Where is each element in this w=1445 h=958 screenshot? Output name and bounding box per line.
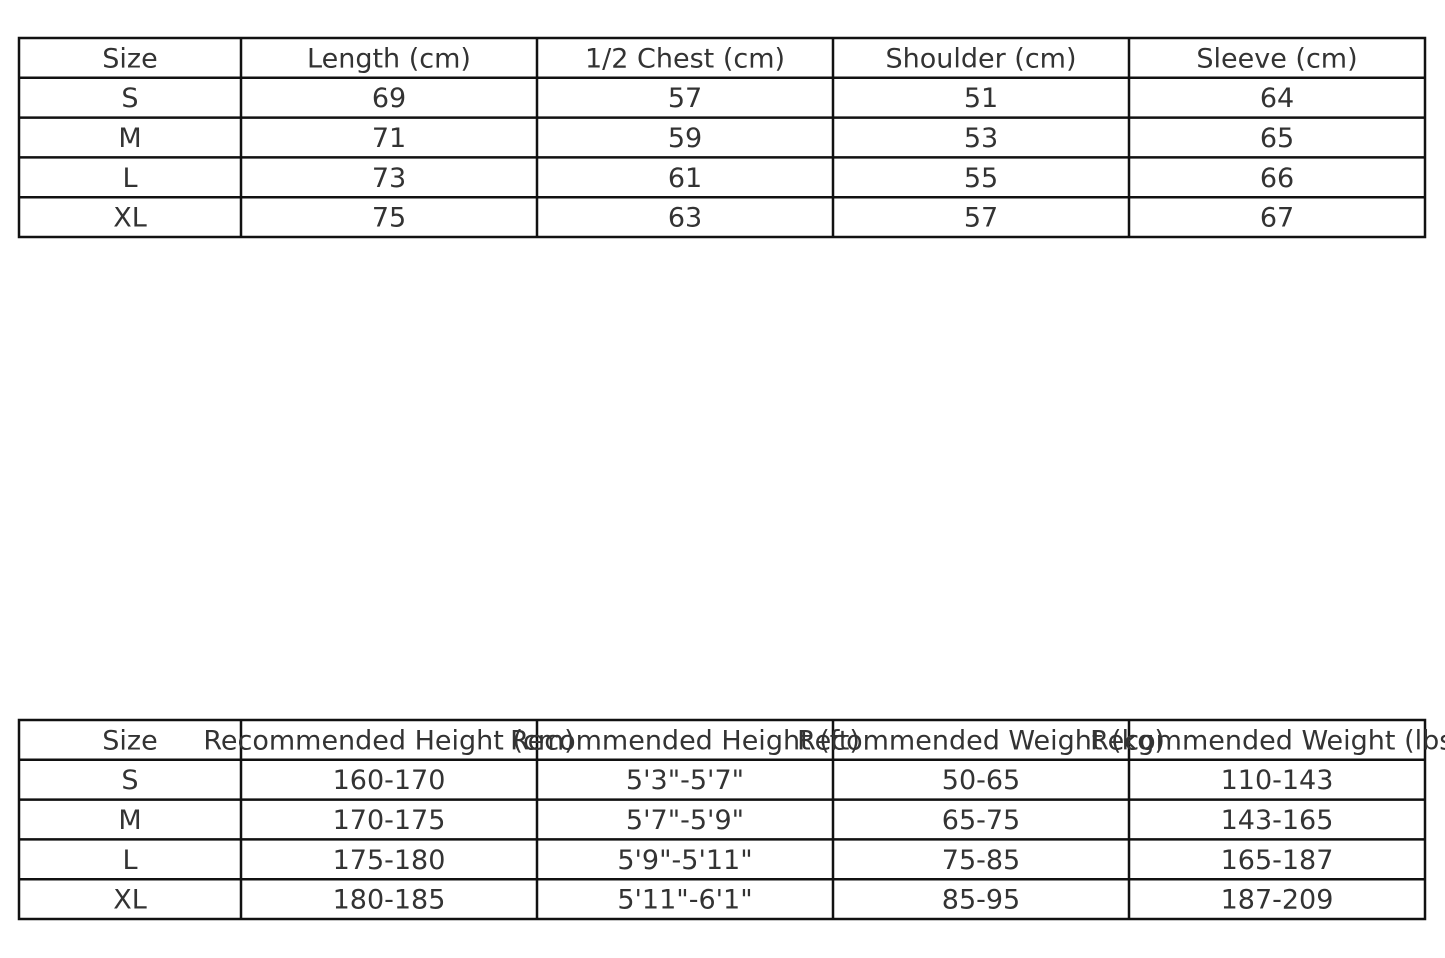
table-cell: 61 xyxy=(668,163,702,194)
table-cell: 51 xyxy=(964,83,998,114)
table-cell: 64 xyxy=(1260,83,1294,114)
table-cell: 5'3"-5'7" xyxy=(626,765,744,796)
header-cell: Recommended Weight (lbs) xyxy=(1090,725,1445,756)
table-cell: XL xyxy=(113,885,147,916)
table-cell: L xyxy=(122,163,137,194)
table-cell: 65-75 xyxy=(942,805,1020,836)
table-cell: 5'7"-5'9" xyxy=(626,805,744,836)
table-cell: S xyxy=(121,765,138,796)
table-border xyxy=(17,718,1427,921)
header-cell: Recommended Weight (kg) xyxy=(797,725,1165,756)
table-cell: 57 xyxy=(668,83,702,114)
table-cell: 63 xyxy=(668,203,702,234)
table-cell: 65 xyxy=(1260,123,1294,154)
table-cell: 5'9"-5'11" xyxy=(617,845,752,876)
table-cell: 71 xyxy=(372,123,406,154)
header-cell: Recommended Height (ft) xyxy=(510,725,860,756)
header-cell: Recommended Height (cm) xyxy=(203,725,574,756)
header-cell: Size xyxy=(102,725,157,756)
table-cell: 110-143 xyxy=(1221,765,1334,796)
table-cell: 143-165 xyxy=(1221,805,1334,836)
header-cell: Size xyxy=(102,43,157,74)
table-cell: 187-209 xyxy=(1221,885,1334,916)
table-cell: XL xyxy=(113,203,147,234)
table-cell: 165-187 xyxy=(1221,845,1334,876)
header-cell: Length (cm) xyxy=(307,43,471,74)
table-border xyxy=(17,36,1427,239)
table-cell: L xyxy=(122,845,137,876)
table-cell: 170-175 xyxy=(333,805,446,836)
table-cell: 75-85 xyxy=(942,845,1020,876)
table-cell: 75 xyxy=(372,203,406,234)
table-cell: 160-170 xyxy=(333,765,446,796)
table-cell: 66 xyxy=(1260,163,1294,194)
table-cell: S xyxy=(121,83,138,114)
header-cell: 1/2 Chest (cm) xyxy=(585,43,785,74)
table-cell: 57 xyxy=(964,203,998,234)
table-cell: 59 xyxy=(668,123,702,154)
table-cell: 175-180 xyxy=(333,845,446,876)
table-cell: 50-65 xyxy=(942,765,1020,796)
header-cell: Shoulder (cm) xyxy=(885,43,1076,74)
table-cell: 53 xyxy=(964,123,998,154)
table-cell: M xyxy=(118,805,141,836)
table-cell: 73 xyxy=(372,163,406,194)
table-cell: 55 xyxy=(964,163,998,194)
table-cell: 5'11"-6'1" xyxy=(617,885,752,916)
table-cell: 67 xyxy=(1260,203,1294,234)
table-cell: 85-95 xyxy=(942,885,1020,916)
table-cell: 69 xyxy=(372,83,406,114)
table-cell: 180-185 xyxy=(333,885,446,916)
header-cell: Sleeve (cm) xyxy=(1196,43,1357,74)
table-cell: M xyxy=(118,123,141,154)
